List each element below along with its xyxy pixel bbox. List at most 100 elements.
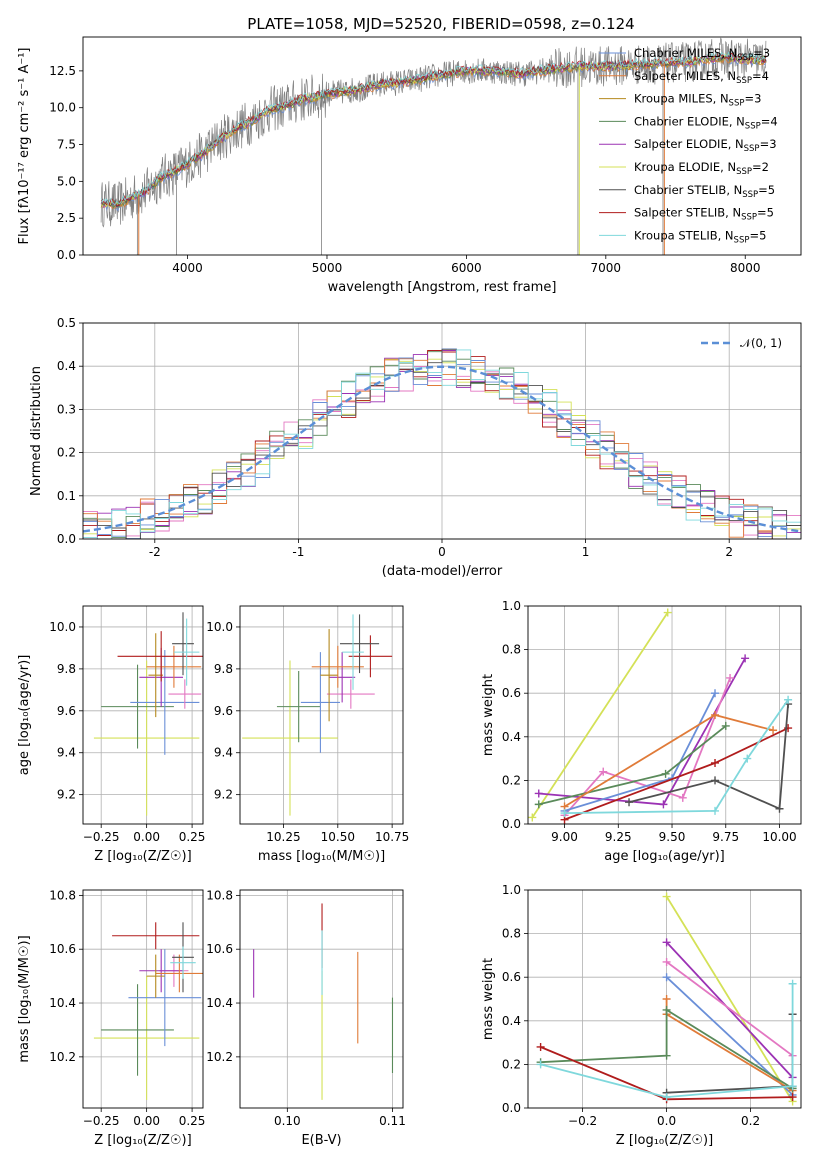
- model-line-7: [100, 51, 767, 207]
- y-tick-label: 9.2: [214, 788, 233, 802]
- y-tick-label: 0.8: [502, 927, 521, 941]
- axes-mass-vs-Z: −0.25 0.00 0.25 10.2 10.4 10.6 10.8 Z [log₁₀(Z/…: [17, 888, 205, 1148]
- model-line-0: [100, 55, 767, 212]
- x-tick-label: 7000: [591, 261, 622, 275]
- weight-marker: [743, 754, 752, 763]
- x-tick-label: 0: [438, 545, 446, 559]
- plot-area: [100, 37, 767, 255]
- weight-line-2: [666, 961, 794, 1057]
- weight-marker: [769, 726, 778, 735]
- legend-entry: Salpeter STELIB, NSSP=5: [634, 206, 774, 223]
- weight-marker: [662, 995, 671, 1003]
- gaussian-curve: [83, 365, 801, 533]
- y-tick-label: 0.4: [57, 359, 76, 373]
- x-tick-label: -2: [149, 545, 161, 559]
- legend-sub: SSP: [745, 121, 761, 131]
- y-tick-label: 9.4: [214, 746, 233, 760]
- y-tick-label: 10.8: [49, 888, 76, 902]
- x-tick-label: 10.75: [375, 830, 409, 844]
- x-axis-label: mass [log₁₀(M/M☉)]: [258, 849, 385, 864]
- legend-label: Kroupa MILES, N: [634, 92, 729, 106]
- y-tick-label: 0.4: [502, 730, 521, 744]
- plot-area: [93, 612, 203, 816]
- legend-tail: =5: [758, 183, 775, 197]
- plot-area: [242, 614, 393, 816]
- weight-marker: [662, 1093, 671, 1102]
- x-tick-label: −0.2: [568, 1114, 597, 1128]
- weight-marker: [661, 769, 670, 778]
- weight-marker: [726, 673, 735, 682]
- axes-residuals: -2 -1 0 1 2 0.0 0.1 0.2 0.3 0.4 0.5 (data-model)/er…: [29, 316, 802, 579]
- weight-marker: [711, 758, 720, 767]
- axes-frame: [239, 889, 404, 1109]
- weight-marker: [775, 804, 784, 813]
- axes-frame: [527, 605, 802, 825]
- x-axis-label: Z [log₁₀(Z/Z☉)]: [616, 1133, 713, 1148]
- legend-label: Salpeter MILES, N: [634, 69, 736, 83]
- y-tick-label: 0.2: [502, 773, 521, 787]
- histogram-step-7: [83, 348, 801, 539]
- weight-marker: [625, 798, 634, 807]
- x-axis-label: age [log₁₀(age/yr)]: [604, 849, 725, 864]
- legend-sub: SSP: [734, 235, 750, 245]
- figure-title: PLATE=1058, MJD=52520, FIBERID=0598, z=0…: [247, 15, 634, 33]
- weight-marker: [662, 1005, 671, 1014]
- weight-marker: [534, 789, 543, 798]
- y-tick-label: 0.0: [502, 817, 521, 831]
- y-tick-label: 1.0: [502, 599, 521, 613]
- y-tick-label: 5.0: [57, 174, 76, 188]
- axes-frame: [527, 889, 802, 1109]
- y-axis-label: mass weight: [481, 674, 496, 756]
- legend-label: Kroupa ELODIE, N: [634, 160, 736, 174]
- x-tick-label: −0.25: [83, 830, 120, 844]
- y-tick-label: 0.6: [502, 970, 521, 984]
- y-tick-label: 0.1: [57, 489, 76, 503]
- legend-sub: SSP: [737, 53, 753, 63]
- weight-marker: [721, 721, 730, 730]
- x-tick-label: 9.75: [712, 830, 739, 844]
- legend-entry: Chabrier STELIB, NSSP=5: [634, 183, 775, 200]
- y-tick-label: 0.5: [57, 316, 76, 330]
- y-tick-label: 10.4: [49, 996, 76, 1010]
- axes-frame: [82, 605, 204, 825]
- x-tick-label: 1: [582, 545, 590, 559]
- y-tick-label: 10.0: [49, 101, 76, 115]
- weight-line-8: [540, 983, 794, 1099]
- y-tick-label: 0.0: [57, 532, 76, 546]
- legend-tail: =5: [757, 206, 774, 220]
- weight-marker: [659, 800, 668, 809]
- x-axis-label: Z [log₁₀(Z/Z☉)]: [94, 1133, 191, 1148]
- weight-marker: [788, 1093, 797, 1102]
- legend-label: Chabrier ELODIE, N: [634, 114, 745, 128]
- x-tick-label: 9.50: [659, 830, 686, 844]
- y-tick-label: 10.6: [49, 942, 76, 956]
- legend-entry: Chabrier MILES, NSSP=3: [634, 46, 770, 63]
- x-tick-label: 0.00: [133, 1114, 160, 1128]
- y-axis-label: Normed distribution: [29, 366, 44, 496]
- weight-line-6: [564, 727, 789, 821]
- axes-frame: [82, 322, 802, 540]
- axes-weight-vs-Z: −0.2 0.0 0.2 0.0 0.2 0.4 0.6 0.8 1.0 Z [log₁₀(Z/Z…: [481, 883, 802, 1148]
- x-tick-label: 10.50: [321, 830, 355, 844]
- y-tick-label: 10.8: [206, 888, 233, 902]
- weight-marker: [536, 1060, 545, 1069]
- y-axis-label: mass [log₁₀(M/M☉)]: [17, 935, 32, 1062]
- y-tick-label: 12.5: [49, 64, 76, 78]
- legend-entry: Salpeter MILES, NSSP=4: [634, 69, 769, 86]
- x-axis-label: wavelength [Angstrom, rest frame]: [328, 280, 557, 295]
- weight-marker: [788, 979, 797, 988]
- y-tick-label: 0.2: [57, 446, 76, 460]
- weight-marker: [788, 1082, 797, 1091]
- x-tick-label: 5000: [312, 261, 343, 275]
- weight-marker: [599, 767, 608, 776]
- axes-age-vs-Z: −0.25 0.00 0.25 9.2 9.4 9.6 9.8 10.0 Z [log₁₀(Z/…: [17, 605, 205, 864]
- weight-marker: [711, 776, 720, 785]
- x-tick-label: 2: [725, 545, 733, 559]
- weight-marker: [662, 957, 671, 966]
- weight-marker: [536, 1042, 545, 1051]
- x-tick-label: 6000: [451, 261, 482, 275]
- weight-marker: [741, 654, 750, 663]
- y-tick-label: 2.5: [57, 211, 76, 225]
